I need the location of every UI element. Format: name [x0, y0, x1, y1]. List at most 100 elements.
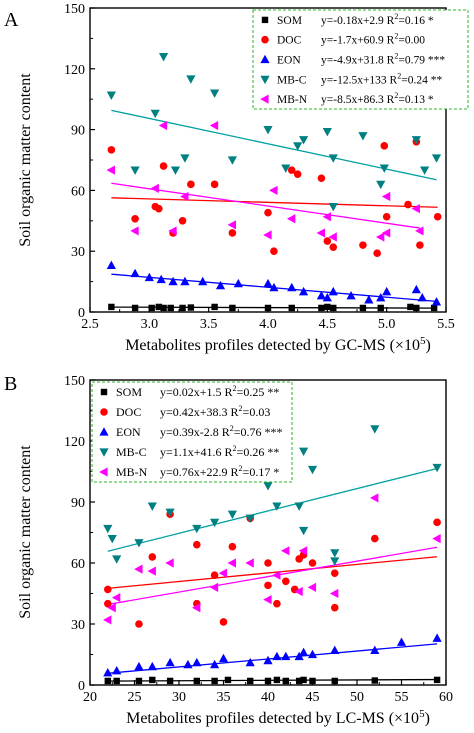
data-point-som [193, 677, 200, 685]
data-point-som [160, 304, 167, 312]
data-point-eon [245, 657, 255, 667]
x-tick-label: 5.5 [437, 317, 455, 332]
data-point-doc [382, 212, 391, 221]
panel-a: 2.5 3.0 3.5 4.0 4.5 5.0 5.5 0 30 60 90 120 150 Metabo… [4, 2, 469, 354]
x-tick-label: 4.0 [259, 317, 277, 332]
legend-r2-exponent: 2 [394, 32, 398, 41]
data-point-som [433, 676, 441, 684]
data-point-eon [330, 645, 340, 655]
data-point-doc [193, 540, 201, 549]
data-point-eon [417, 293, 427, 302]
data-point-mb-c [112, 555, 122, 564]
data-point-som [149, 676, 156, 684]
x-tick-label: 2.5 [81, 317, 99, 332]
data-point-mb-c [245, 514, 255, 524]
data-point-som [371, 677, 378, 684]
legend-r2-exponent: 2 [397, 71, 401, 80]
data-point-mb-n [227, 558, 236, 568]
data-point-mb-c [293, 142, 303, 151]
legend-r2-exponent: 2 [394, 52, 398, 61]
legend-equation: y=0.76x+22.9 R2=0.17 * [160, 464, 279, 479]
legend-equation: y=1.1x+41.6 R2=0.26 ** [160, 444, 279, 459]
data-point-mb-c [420, 166, 430, 175]
data-point-eon [218, 653, 229, 663]
y-axis-title: Soil organic matter content [17, 445, 34, 619]
data-point-mb-c [431, 154, 442, 163]
data-point-doc [104, 585, 112, 594]
data-point-eon [233, 278, 243, 288]
fit-line-eon [107, 643, 438, 674]
data-point-doc [131, 214, 139, 223]
data-point-som [166, 677, 174, 685]
data-point-mb-c [263, 482, 273, 491]
data-point-mb-c [358, 132, 368, 141]
x-tick-label: 20 [83, 690, 97, 705]
x-tick-label: 3.5 [200, 317, 218, 332]
data-point-doc [293, 170, 302, 178]
data-point-doc [330, 603, 339, 612]
x-axis-title: Metabolites profiles detected by GC-MS (… [125, 335, 431, 354]
data-point-mb-c [272, 502, 282, 511]
legend-r2-value: =0.79 *** [398, 55, 445, 67]
data-point-mb-n [209, 582, 219, 592]
legend-equation: y=-4.9x+31.8 R2=0.79 *** [321, 52, 445, 67]
data-point-som [407, 303, 414, 311]
data-point-mb-n [432, 534, 441, 544]
data-point-eon [299, 647, 309, 657]
legend-r2-value: =0.16 * [398, 15, 433, 27]
y-tick-label: 150 [64, 374, 85, 389]
data-point-mb-n [218, 568, 228, 578]
data-point-mb-c [432, 463, 442, 473]
data-point-doc [210, 571, 219, 579]
data-point-som [108, 303, 115, 311]
legend-marker-eon [99, 427, 109, 436]
data-point-mb-c [299, 526, 309, 536]
legend-marker-mb-n [99, 467, 108, 477]
data-point-som [135, 677, 143, 685]
legend-r2-value: =0.00 [398, 35, 425, 47]
data-point-doc [323, 237, 332, 245]
legend-series-name: DOC [277, 35, 302, 47]
data-point-eon [192, 657, 202, 667]
data-point-mb-n [227, 220, 236, 230]
legend-r2-exponent: 2 [239, 404, 243, 413]
data-point-mb-c [330, 557, 340, 566]
data-point-mb-n [209, 120, 219, 131]
data-point-eon [112, 665, 122, 675]
data-point-mb-c [103, 524, 113, 534]
y-tick-label: 90 [71, 496, 85, 511]
data-point-eon [168, 276, 178, 286]
data-point-eon [183, 659, 193, 669]
data-point-doc [159, 162, 168, 170]
data-point-mb-n [375, 232, 385, 242]
y-tick-label: 120 [64, 63, 85, 78]
y-tick-label: 120 [64, 435, 85, 450]
data-point-eon [210, 659, 220, 669]
data-point-mb-n [150, 183, 159, 193]
data-point-mb-n [168, 226, 177, 236]
legend-r2-exponent: 2 [394, 91, 398, 100]
data-point-mb-n [370, 493, 379, 503]
x-tick-label: 40 [261, 690, 275, 705]
fit-line-doc [111, 197, 438, 208]
data-point-mb-n [111, 592, 121, 603]
data-point-doc [228, 229, 237, 237]
legend-series-name: EON [116, 425, 141, 439]
data-point-som [282, 677, 289, 685]
y-axis-title: Soil organic matter content [17, 73, 34, 247]
x-tick-label: 3.0 [141, 317, 159, 332]
data-point-mb-c [328, 154, 338, 163]
data-point-mb-n [381, 228, 391, 238]
data-point-doc [107, 146, 116, 154]
data-point-mb-n [411, 204, 420, 214]
data-point-doc [287, 166, 296, 174]
data-point-doc [155, 204, 163, 213]
legend-series-name: MB-N [116, 465, 148, 479]
data-point-som [318, 304, 325, 312]
data-point-doc [317, 174, 326, 183]
data-point-som [247, 677, 254, 685]
data-point-som [179, 304, 186, 312]
data-point-eon [346, 290, 356, 300]
data-point-mb-n [286, 214, 296, 224]
data-point-mb-n [180, 191, 189, 202]
